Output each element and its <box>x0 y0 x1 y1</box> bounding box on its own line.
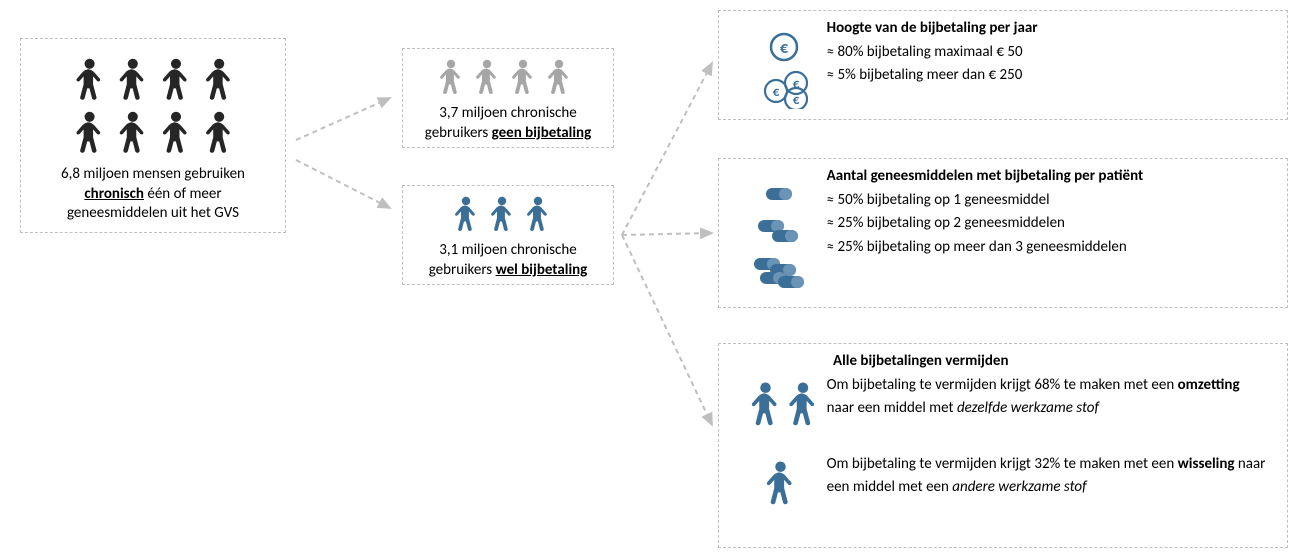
arrow-fanout <box>618 55 718 455</box>
box-no-copay: 3,7 miljoen chronische gebruikers geen b… <box>402 48 614 148</box>
r3l1-pre: Om bijbetaling te vermijden krijgt 68% t… <box>827 376 1178 394</box>
src-bold: chronisch <box>84 185 144 203</box>
r3l1-mid: naar een middel met <box>827 399 957 417</box>
r3-line1: Om bijbetaling te vermijden krijgt 68% t… <box>827 374 1269 421</box>
box-amount: € € € € Hoogte van de bijbetaling per ja… <box>718 10 1288 120</box>
r3l1-i: dezelfde werkzame stof <box>957 399 1099 417</box>
people-row-top <box>33 53 273 110</box>
r3l2-i: andere werkzame stof <box>952 478 1086 496</box>
cp-u: wel bijbetaling <box>496 261 588 279</box>
r1-line1: ≈ 80% bijbetaling maximaal € 50 <box>827 41 1269 64</box>
euro-icons: € € € € <box>733 19 823 114</box>
svg-text:€: € <box>780 39 789 58</box>
src-pre: 6,8 miljoen mensen gebruiken <box>61 165 245 183</box>
r3-line2: Om bijbetaling te vermijden krijgt 32% t… <box>827 453 1269 500</box>
nocopay-caption: 3,7 miljoen chronische gebruikers geen b… <box>415 104 601 143</box>
box-avoid: Alle bijbetalingen vermijden Om bijbetal… <box>718 343 1288 548</box>
svg-text:€: € <box>793 93 800 108</box>
people-icons-blue <box>448 194 568 236</box>
svg-text:€: € <box>773 85 780 100</box>
people-icons-top <box>68 53 238 105</box>
pill-icons <box>733 167 823 302</box>
r2-title: Aantal geneesmiddelen met bijbetaling pe… <box>827 167 1269 185</box>
arrow-split <box>290 90 400 220</box>
r1-line2: ≈ 5% bijbetaling meer dan € 250 <box>827 64 1269 87</box>
r3l1-b: omzetting <box>1178 376 1240 394</box>
r3-title: Alle bijbetalingen vermijden <box>833 352 1275 370</box>
r1-title: Hoogte van de bijbetaling per jaar <box>827 19 1269 37</box>
r2-line2: ≈ 25% bijbetaling op 2 geneesmiddelen <box>827 212 1269 235</box>
r3l2-pre: Om bijbetaling te vermijden krijgt 32% t… <box>827 455 1178 473</box>
box-copay: 3,1 miljoen chronische gebruikers wel bi… <box>402 185 614 285</box>
r2-line1: ≈ 50% bijbetaling op 1 geneesmiddel <box>827 189 1269 212</box>
svg-text:€: € <box>793 77 800 92</box>
r3l2-b: wisseling <box>1178 455 1235 473</box>
nc-u: geen bijbetaling <box>492 124 592 142</box>
r2-line3: ≈ 25% bijbetaling op meer dan 3 geneesmi… <box>827 236 1269 259</box>
box-count: Aantal geneesmiddelen met bijbetaling pe… <box>718 158 1288 308</box>
people-icons-bot <box>68 106 238 158</box>
copay-caption: 3,1 miljoen chronische gebruikers wel bi… <box>415 241 601 280</box>
people-icons-gray <box>433 57 583 99</box>
avoid-68-icon <box>733 374 823 439</box>
box-source: 6,8 miljoen mensen gebruiken chronisch é… <box>20 38 286 233</box>
people-row-bot <box>33 106 273 163</box>
avoid-32-icon <box>733 453 823 518</box>
source-caption: 6,8 miljoen mensen gebruiken chronisch é… <box>33 165 273 224</box>
